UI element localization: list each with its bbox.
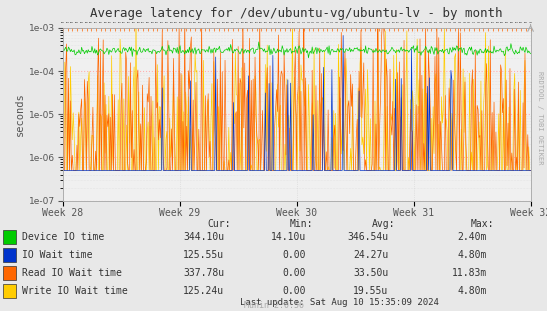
- Text: 2.40m: 2.40m: [457, 232, 487, 242]
- Text: 11.83m: 11.83m: [452, 268, 487, 278]
- Text: RRDTOOL / TOBI OETIKER: RRDTOOL / TOBI OETIKER: [537, 72, 543, 165]
- Text: Min:: Min:: [290, 220, 313, 230]
- Text: 344.10u: 344.10u: [183, 232, 224, 242]
- Text: 0.00: 0.00: [283, 250, 306, 260]
- Text: 24.27u: 24.27u: [353, 250, 388, 260]
- Text: 14.10u: 14.10u: [271, 232, 306, 242]
- Text: 346.54u: 346.54u: [347, 232, 388, 242]
- Text: Device IO time: Device IO time: [22, 232, 104, 242]
- Y-axis label: seconds: seconds: [15, 92, 25, 136]
- Title: Average latency for /dev/ubuntu-vg/ubuntu-lv - by month: Average latency for /dev/ubuntu-vg/ubunt…: [90, 7, 503, 20]
- Text: IO Wait time: IO Wait time: [22, 250, 92, 260]
- Text: 0.00: 0.00: [283, 268, 306, 278]
- Text: Avg:: Avg:: [372, 220, 395, 230]
- Text: Write IO Wait time: Write IO Wait time: [22, 286, 127, 296]
- Text: 0.00: 0.00: [283, 286, 306, 296]
- Text: 33.50u: 33.50u: [353, 268, 388, 278]
- Text: 4.80m: 4.80m: [457, 250, 487, 260]
- Text: 4.80m: 4.80m: [457, 286, 487, 296]
- Bar: [3, 284, 16, 298]
- Text: 19.55u: 19.55u: [353, 286, 388, 296]
- Text: Cur:: Cur:: [208, 220, 231, 230]
- Text: 337.78u: 337.78u: [183, 268, 224, 278]
- Text: Max:: Max:: [470, 220, 494, 230]
- Bar: [3, 230, 16, 244]
- Text: Last update: Sat Aug 10 15:35:09 2024: Last update: Sat Aug 10 15:35:09 2024: [240, 298, 439, 307]
- Text: Read IO Wait time: Read IO Wait time: [22, 268, 122, 278]
- Text: Munin 2.0.56: Munin 2.0.56: [243, 301, 304, 310]
- Bar: [3, 266, 16, 280]
- Text: 125.24u: 125.24u: [183, 286, 224, 296]
- Bar: [3, 248, 16, 262]
- Text: 125.55u: 125.55u: [183, 250, 224, 260]
